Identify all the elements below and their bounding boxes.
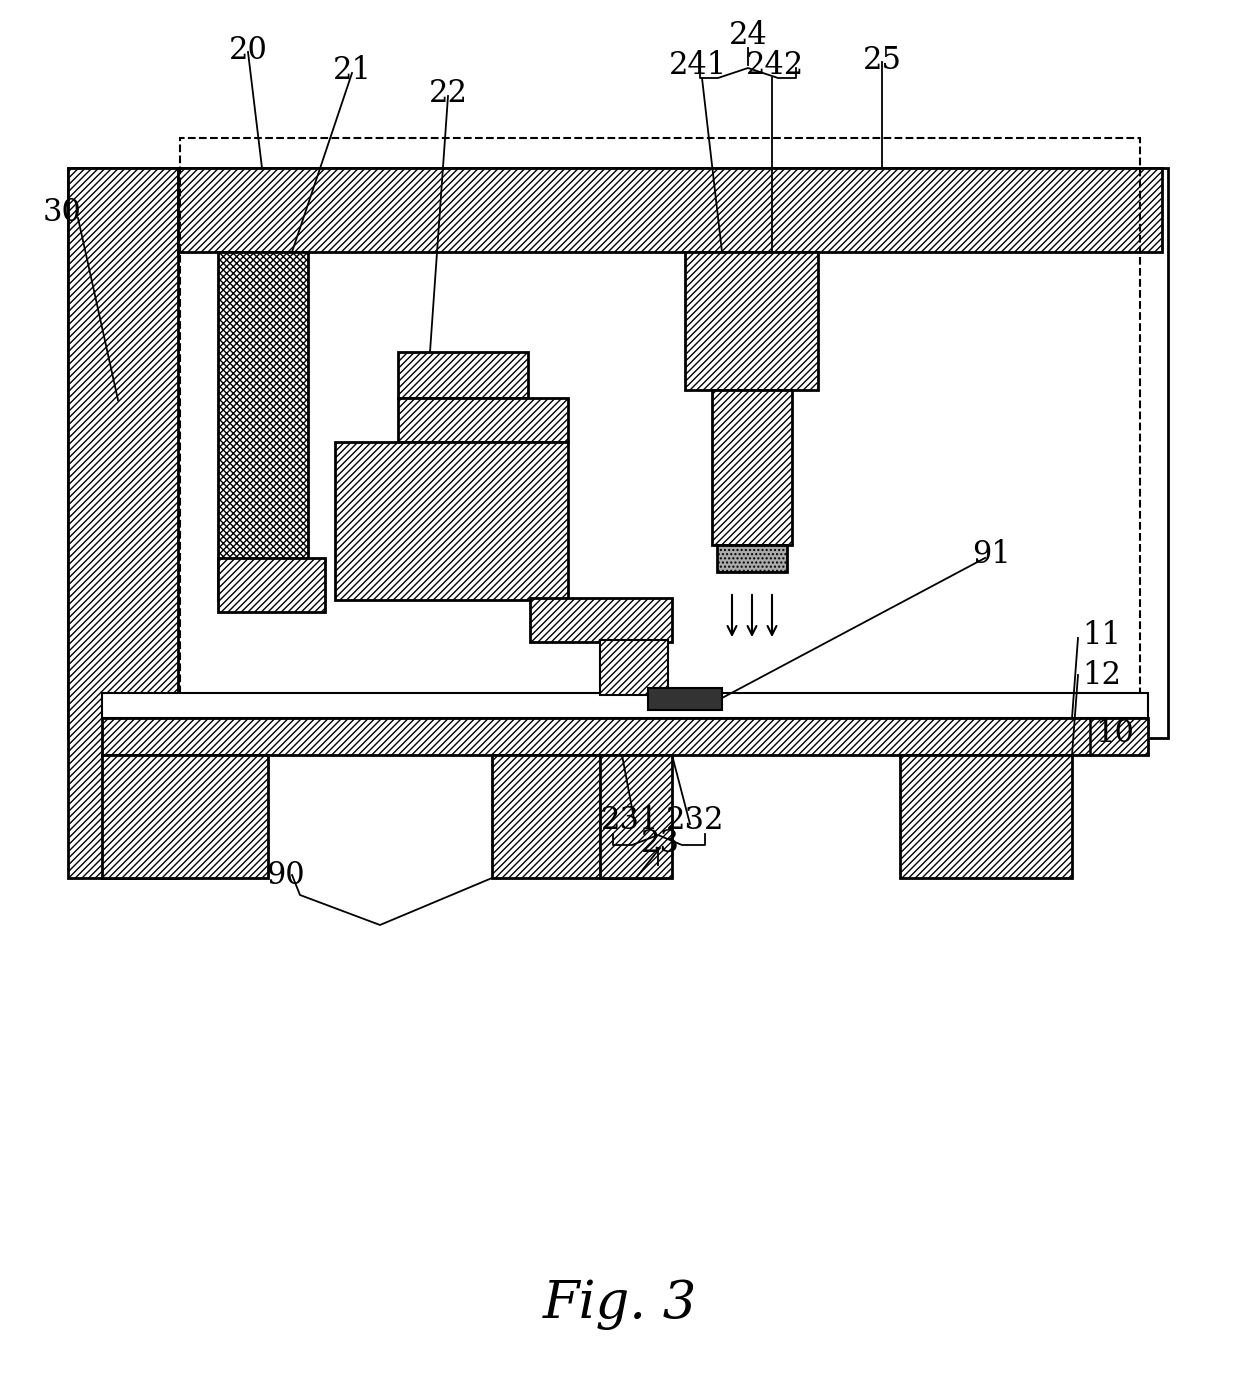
Text: 232: 232: [666, 805, 724, 836]
Text: 11: 11: [1083, 620, 1121, 650]
Bar: [600, 639, 668, 695]
Text: 231: 231: [600, 805, 660, 836]
Text: 241: 241: [668, 50, 727, 80]
Text: 20: 20: [228, 35, 268, 65]
Text: 30: 30: [42, 196, 82, 228]
Text: 25: 25: [863, 44, 901, 76]
Bar: [684, 251, 818, 389]
Text: 21: 21: [332, 54, 372, 86]
Bar: [68, 168, 1168, 737]
Bar: [600, 755, 672, 878]
Bar: [68, 168, 179, 878]
Text: 10: 10: [1096, 718, 1135, 749]
Bar: [218, 251, 308, 599]
Bar: [398, 398, 568, 442]
Bar: [218, 558, 325, 612]
Bar: [712, 389, 792, 545]
Bar: [529, 598, 672, 642]
Bar: [492, 755, 665, 878]
Text: 242: 242: [746, 50, 804, 80]
Bar: [102, 693, 1148, 718]
Bar: [649, 688, 722, 710]
Bar: [717, 545, 787, 572]
Bar: [900, 755, 1073, 878]
Text: 91: 91: [972, 539, 1012, 569]
Text: 90: 90: [265, 859, 304, 891]
Text: 12: 12: [1083, 660, 1121, 690]
Text: 23: 23: [641, 827, 680, 859]
Bar: [179, 168, 1162, 251]
Bar: [102, 755, 268, 878]
Bar: [180, 138, 1140, 718]
Text: Fig. 3: Fig. 3: [543, 1280, 697, 1330]
Bar: [335, 442, 568, 599]
Text: 24: 24: [729, 19, 768, 51]
Text: 22: 22: [429, 77, 467, 109]
Bar: [398, 352, 528, 398]
Bar: [102, 718, 1148, 755]
